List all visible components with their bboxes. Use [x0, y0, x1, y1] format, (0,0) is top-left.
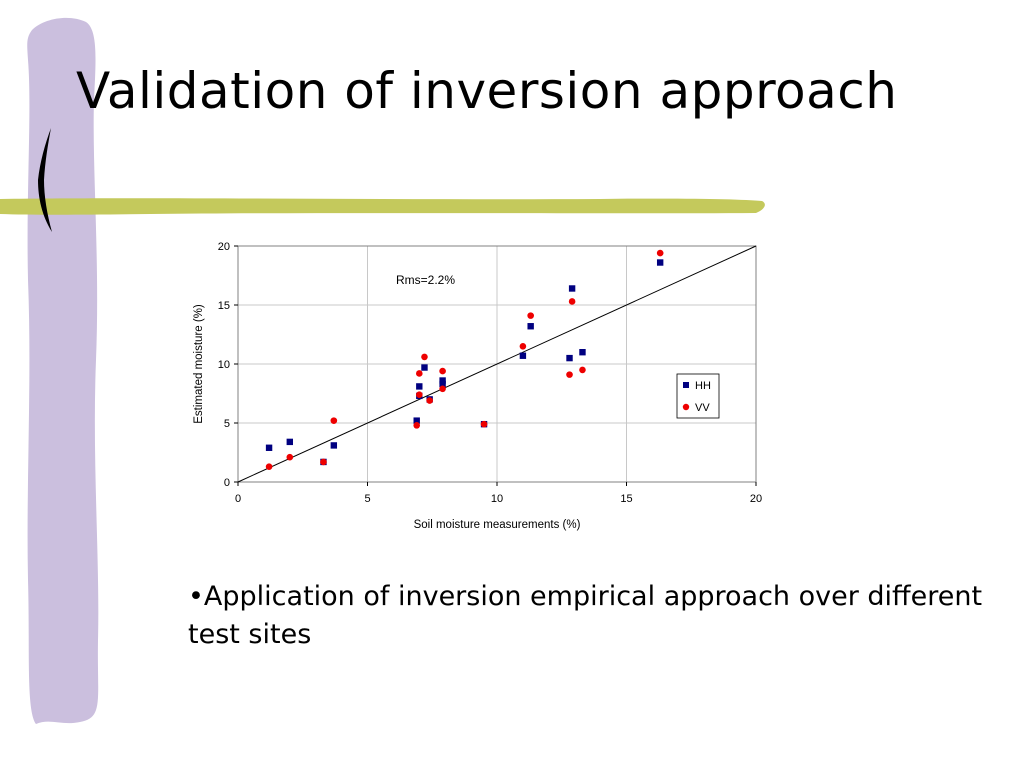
- data-point-vv: [480, 420, 488, 428]
- data-point-vv: [439, 385, 446, 393]
- x-tick-label: 10: [491, 493, 503, 505]
- y-tick-label: 10: [218, 359, 230, 371]
- data-point-hh: [330, 442, 338, 449]
- data-point-hh: [527, 323, 534, 330]
- data-point-hh: [566, 354, 573, 362]
- data-point-vv: [656, 249, 664, 257]
- y-axis-title: Estimated moisture (%): [193, 304, 205, 424]
- x-tick-label: 0: [235, 493, 241, 505]
- data-point-hh: [413, 417, 420, 424]
- data-point-hh: [656, 259, 664, 266]
- legend-label-vv: VV: [695, 402, 710, 414]
- data-point-vv: [568, 298, 576, 305]
- data-point-vv: [439, 367, 446, 375]
- data-point-hh: [416, 383, 423, 390]
- slide-title: Validation of inversion approach: [76, 62, 898, 120]
- data-point-hh: [439, 377, 446, 384]
- x-tick-label: 5: [364, 493, 370, 505]
- series-hh: [265, 259, 664, 466]
- legend-label-hh: HH: [695, 380, 711, 392]
- x-tick-label: 20: [750, 493, 762, 505]
- olive-stripe: [0, 198, 765, 215]
- data-point-vv: [413, 422, 421, 429]
- chart-legend: HH VV: [676, 373, 720, 419]
- data-point-vv: [566, 371, 573, 378]
- axis-ticks: 0 5 10 15 20 0 5 10 15 20: [218, 241, 762, 505]
- data-point-hh: [265, 444, 273, 451]
- data-point-hh: [421, 364, 428, 371]
- data-point-vv: [265, 463, 273, 470]
- legend-marker-hh: [683, 382, 689, 388]
- legend-marker-vv: [682, 403, 690, 411]
- y-tick-label: 0: [224, 477, 230, 489]
- data-point-vv: [421, 353, 428, 361]
- data-point-hh: [579, 349, 586, 356]
- legend-box: [676, 373, 720, 419]
- x-axis-title: Soil moisture measurements (%): [414, 519, 581, 531]
- bullet-text: •Application of inversion empirical appr…: [188, 581, 983, 650]
- lavender-side-bar: [27, 17, 99, 724]
- scatter-chart: 0 5 10 15 20 0 5 10 15 20 Rms=2.2% Soil moisture …: [193, 241, 762, 531]
- data-point-hh: [439, 380, 446, 388]
- data-point-hh: [519, 352, 527, 359]
- data-point-vv: [416, 370, 423, 377]
- data-point-hh: [286, 438, 293, 446]
- data-point-vv: [416, 391, 423, 398]
- data-point-vv: [579, 366, 586, 374]
- one-to-one-line: [237, 245, 757, 483]
- rms-annotation: Rms=2.2%: [396, 273, 455, 287]
- data-point-vv: [320, 458, 327, 466]
- y-tick-label: 5: [224, 418, 230, 430]
- data-point-vv: [519, 343, 527, 350]
- data-point-vv: [426, 397, 433, 404]
- series-vv: [265, 249, 664, 470]
- y-tick-label: 15: [218, 300, 230, 312]
- data-point-vv: [286, 453, 294, 461]
- x-tick-label: 15: [620, 493, 632, 505]
- data-point-vv: [330, 417, 338, 424]
- data-point-hh: [568, 285, 576, 292]
- data-point-vv: [527, 312, 534, 319]
- bracket-mark: [38, 128, 52, 232]
- y-tick-label: 20: [218, 241, 230, 253]
